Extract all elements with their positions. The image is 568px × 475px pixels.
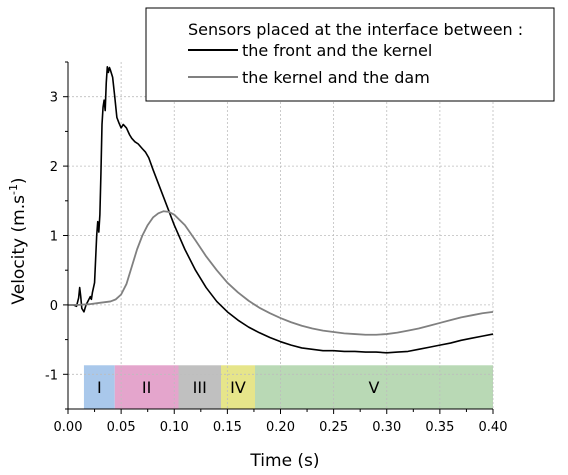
- ticks: 0.00 0.05 0.10 0.15 0.20 0.25 0.30 0.35 0.40 -1 0 1…: [45, 61, 508, 435]
- x-tick-label: 0.10: [160, 420, 189, 435]
- phase-label-i: I: [97, 378, 102, 397]
- x-tick-label: 0.30: [372, 420, 401, 435]
- legend-box: [145, 7, 555, 102]
- x-tick-label: 0.25: [319, 420, 348, 435]
- phase-band-ii: [114, 365, 179, 409]
- series-line-front-kernel: [68, 66, 494, 354]
- y-axis-title-superscript: -1: [7, 184, 20, 195]
- x-tick-label: 0.40: [479, 420, 508, 435]
- x-axis-title: Time (s): [249, 451, 319, 471]
- phase-bands: I II III IV V: [83, 365, 493, 409]
- legend-title: Sensors placed at the interface between …: [188, 20, 523, 39]
- phase-band-i: [83, 365, 115, 409]
- grid: [68, 62, 494, 409]
- y-axis-title-close: ): [9, 177, 29, 184]
- legend-label-kernel-dam: the kernel and the dam: [242, 68, 430, 87]
- y-tick-label: -1: [45, 368, 58, 383]
- phase-label-ii: II: [142, 378, 151, 397]
- y-axis-title: Velocity (m.s-1): [7, 177, 29, 304]
- legend: Sensors placed at the interface between …: [145, 7, 555, 102]
- x-tick-label: 0.20: [266, 420, 295, 435]
- phase-band-iv: [221, 365, 255, 409]
- x-tick-label: 0.15: [213, 420, 242, 435]
- series-line-kernel-dam: [68, 210, 494, 336]
- y-tick-label: 0: [50, 299, 58, 314]
- y-tick-label: 3: [50, 91, 58, 106]
- series-lines: [68, 66, 494, 354]
- y-tick-label: 2: [50, 160, 58, 175]
- phase-label-iii: III: [193, 378, 207, 397]
- legend-label-front-kernel: the front and the kernel: [242, 41, 432, 60]
- x-tick-label: 0.35: [425, 420, 454, 435]
- phase-band-iii: [178, 365, 221, 409]
- phase-band-v: [255, 365, 493, 409]
- x-tick-label: 0.00: [54, 420, 83, 435]
- phase-label-iv: IV: [230, 378, 246, 397]
- phase-label-v: V: [369, 378, 380, 397]
- x-tick-label: 0.05: [107, 420, 136, 435]
- y-axis-title-main: Velocity (m.s: [9, 195, 29, 305]
- y-tick-label: 1: [50, 230, 58, 245]
